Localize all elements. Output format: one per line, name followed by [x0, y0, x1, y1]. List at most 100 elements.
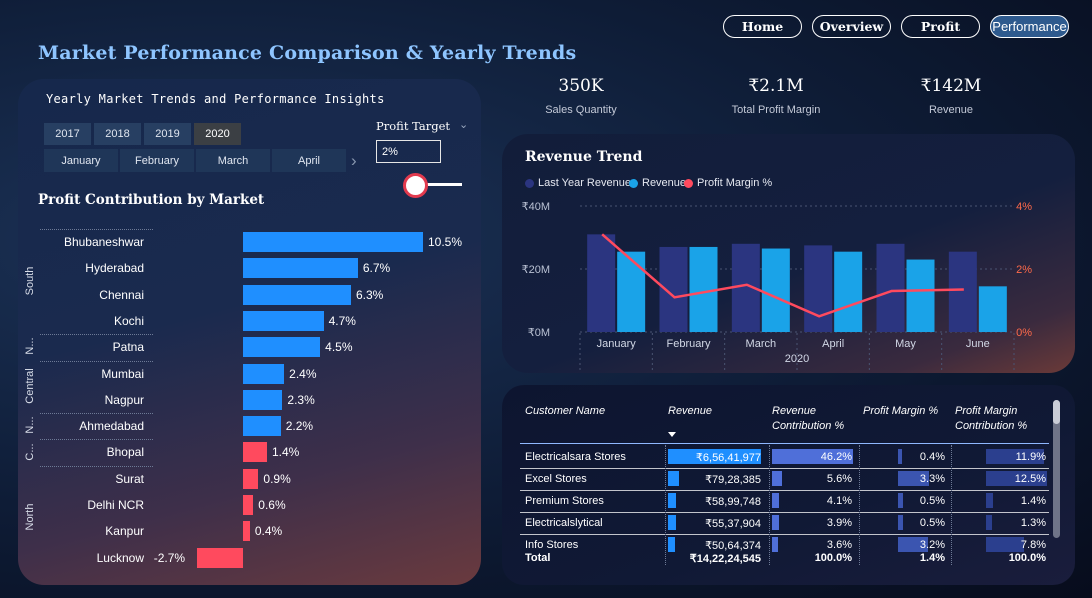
- revenue-cell: ₹55,37,904: [705, 518, 761, 530]
- revenue-databar: [668, 515, 676, 530]
- customer-name-cell[interactable]: Info Stores: [525, 539, 579, 551]
- profit-bar[interactable]: [243, 521, 250, 542]
- y-tick-label: ₹40M: [522, 201, 550, 213]
- profit-bar[interactable]: [243, 258, 358, 279]
- sort-descending-icon[interactable]: [668, 432, 676, 437]
- last-year-revenue-bar: [804, 245, 833, 332]
- x-tick-label: March: [746, 338, 777, 350]
- customer-name-cell[interactable]: Premium Stores: [525, 495, 604, 507]
- profit-bar[interactable]: [243, 232, 423, 252]
- profit-bar[interactable]: [243, 310, 324, 331]
- total-revenue-contribution: 100.0%: [814, 552, 852, 564]
- last-year-revenue-bar: [948, 251, 977, 332]
- profit-bar[interactable]: [243, 495, 254, 515]
- header-profit-margin-contribution[interactable]: Profit Margin Contribution %: [955, 405, 1028, 432]
- market-insights-panel: Yearly Market Trends and Performance Ins…: [18, 79, 481, 585]
- legend-label: Profit Margin %: [697, 177, 773, 189]
- revenue-trend-title: Revenue Trend: [525, 149, 643, 165]
- kpi-profit-margin-value: ₹2.1M: [748, 76, 804, 96]
- year-filter-2017[interactable]: 2017: [44, 123, 91, 145]
- revenue-databar: [668, 449, 761, 464]
- row-divider: [520, 512, 1049, 513]
- market-label: Hyderabad: [85, 261, 144, 276]
- chevron-right-icon[interactable]: ›: [351, 151, 357, 170]
- nav-performance-button[interactable]: Performance: [990, 15, 1069, 38]
- kpi-revenue-value: ₹142M: [920, 76, 982, 96]
- x-tick-label: June: [966, 338, 990, 350]
- margin-databar: [898, 493, 903, 508]
- y-tick-label: ₹20M: [522, 264, 550, 276]
- header-revenue[interactable]: Revenue: [668, 405, 713, 417]
- x-axis-year-label: 2020: [785, 353, 809, 365]
- month-filter-april[interactable]: April: [272, 149, 346, 172]
- contribution-databar: [772, 493, 780, 508]
- month-filter-march[interactable]: March: [196, 149, 270, 172]
- profit-target-input[interactable]: [376, 140, 441, 163]
- nav-overview-button[interactable]: Overview: [812, 15, 891, 38]
- contribution-databar: [772, 515, 779, 530]
- legend-last-year-revenue: Last Year Revenue: [525, 177, 631, 189]
- table-scrollbar[interactable]: [1053, 400, 1060, 538]
- month-filter-february[interactable]: February: [120, 149, 194, 172]
- margin-contribution-databar: [986, 537, 1024, 552]
- month-filter-january[interactable]: January: [44, 149, 118, 172]
- row-divider: [520, 490, 1049, 491]
- year-filter-2019[interactable]: 2019: [144, 123, 191, 145]
- legend-dot: [525, 178, 534, 188]
- region-separator: [40, 334, 153, 336]
- profit-value-label: 4.7%: [328, 313, 356, 328]
- profit-bar[interactable]: [243, 363, 285, 384]
- x-tick-label: January: [597, 338, 637, 350]
- chevron-down-icon[interactable]: ⌄: [459, 119, 469, 131]
- revenue-contribution-cell: 4.1%: [826, 495, 852, 507]
- contribution-databar: [772, 471, 782, 486]
- legend-dot: [684, 178, 693, 188]
- profit-bar[interactable]: [243, 337, 321, 358]
- region-group-label: South: [24, 266, 36, 295]
- profit-bar[interactable]: [243, 416, 281, 437]
- x-tick-label: April: [822, 338, 844, 350]
- profit-target-slider-thumb[interactable]: [403, 173, 428, 198]
- nav-profit-button[interactable]: Profit: [901, 15, 980, 38]
- header-revenue-contribution[interactable]: Revenue Contribution %: [772, 405, 845, 432]
- region-separator: [40, 229, 153, 230]
- market-label: Bhubaneshwar: [63, 235, 144, 249]
- profit-margin-contribution-cell: 11.9%: [1015, 451, 1046, 463]
- profit-bar[interactable]: [243, 389, 283, 410]
- profit-margin-cell: 0.5%: [919, 517, 945, 529]
- revenue-databar: [668, 471, 680, 486]
- revenue-contribution-cell: 5.6%: [826, 473, 852, 485]
- profit-margin-contribution-cell: 12.5%: [1014, 473, 1046, 485]
- total-revenue: ₹14,22,24,545: [689, 553, 761, 565]
- profit-target-slider-track[interactable]: [408, 183, 462, 186]
- header-customer-name[interactable]: Customer Name: [525, 405, 606, 417]
- profit-bar[interactable]: [243, 468, 259, 489]
- nav-home-button[interactable]: Home: [723, 15, 802, 38]
- contribution-databar: [772, 449, 853, 464]
- revenue-bar: [834, 251, 863, 332]
- region-separator: [40, 360, 153, 362]
- profit-bar[interactable]: [243, 284, 351, 305]
- revenue-contribution-cell: 3.6%: [826, 539, 852, 551]
- legend-label: Last Year Revenue: [538, 177, 631, 189]
- y2-tick-label: 0%: [1016, 327, 1032, 339]
- customer-name-cell[interactable]: Electricalsara Stores: [525, 451, 626, 463]
- customer-name-cell[interactable]: Electricalslytical: [525, 517, 603, 529]
- y2-tick-label: 4%: [1016, 201, 1032, 213]
- table-scrollbar-thumb[interactable]: [1053, 400, 1060, 424]
- profit-value-label: 0.9%: [263, 471, 291, 486]
- profit-bar[interactable]: [196, 547, 243, 568]
- profit-value-label: 0.6%: [258, 498, 286, 512]
- region-separator: [40, 413, 153, 415]
- market-label: Lucknow: [96, 550, 144, 565]
- year-filter-2018[interactable]: 2018: [94, 123, 141, 145]
- market-label: Surat: [115, 471, 144, 486]
- header-profit-margin[interactable]: Profit Margin %: [863, 405, 939, 417]
- customer-name-cell[interactable]: Excel Stores: [525, 473, 587, 485]
- revenue-contribution-cell: 46.2%: [820, 451, 852, 463]
- market-label: Patna: [112, 340, 144, 355]
- profit-bar[interactable]: [243, 442, 267, 463]
- profit-margin-line: [601, 233, 964, 318]
- profit-margin-contribution-cell: 7.8%: [1020, 539, 1046, 551]
- year-filter-2020[interactable]: 2020: [194, 123, 241, 145]
